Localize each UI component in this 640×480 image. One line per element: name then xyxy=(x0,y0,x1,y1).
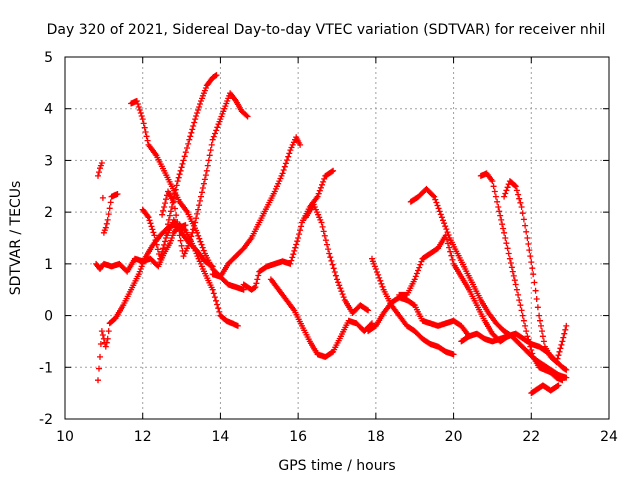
series-arc-13 xyxy=(365,294,473,340)
series-arc-2 xyxy=(95,222,189,384)
series-arc-6 xyxy=(163,72,220,236)
data-point-markers xyxy=(209,134,304,280)
series-arc-16 xyxy=(477,170,566,384)
x-tick-label: 24 xyxy=(600,429,618,445)
y-tick-label: 5 xyxy=(44,50,53,66)
data-point-markers xyxy=(458,330,570,373)
x-tick-label: 20 xyxy=(445,429,463,445)
data-point-markers xyxy=(302,201,372,316)
data-point-markers xyxy=(159,90,251,260)
series-arc-19 xyxy=(528,382,562,397)
chart-title: Day 320 of 2021, Sidereal Day-to-day VTE… xyxy=(47,22,606,38)
y-tick-label: 0 xyxy=(44,309,53,325)
data-point-markers xyxy=(267,276,375,360)
series-arc-8 xyxy=(209,134,304,280)
x-tick-label: 22 xyxy=(522,429,540,445)
y-tick-label: 3 xyxy=(44,153,53,169)
x-tick-label: 10 xyxy=(56,429,74,445)
x-axis-title: GPS time / hours xyxy=(278,458,395,474)
y-axis-title: SDTVAR / TECUs xyxy=(8,181,24,296)
series-arc-12 xyxy=(369,255,457,358)
grid-lines xyxy=(65,57,609,419)
y-tick-label: 4 xyxy=(44,102,53,118)
data-point-markers xyxy=(528,382,562,397)
data-points xyxy=(93,72,570,397)
series-arc-18 xyxy=(458,330,570,373)
y-tick-label: -2 xyxy=(39,412,53,428)
x-tick-label: 18 xyxy=(367,429,385,445)
data-point-markers xyxy=(95,160,121,236)
data-point-markers xyxy=(163,72,220,236)
x-tick-label: 12 xyxy=(134,429,152,445)
y-tick-label: 2 xyxy=(44,205,53,221)
data-point-markers xyxy=(477,170,566,384)
x-tick-label: 16 xyxy=(289,429,307,445)
data-point-markers xyxy=(365,294,473,340)
y-tick-label: -1 xyxy=(39,360,53,376)
data-point-markers xyxy=(369,255,457,358)
data-point-markers xyxy=(95,222,189,384)
y-tick-label: 1 xyxy=(44,257,53,273)
plot-frame xyxy=(64,56,610,420)
series-arc-11 xyxy=(302,201,372,316)
series-arc-10 xyxy=(267,276,375,360)
x-tick-label: 14 xyxy=(212,429,230,445)
series-arc-7 xyxy=(159,90,251,260)
series-arc-1 xyxy=(95,160,121,236)
